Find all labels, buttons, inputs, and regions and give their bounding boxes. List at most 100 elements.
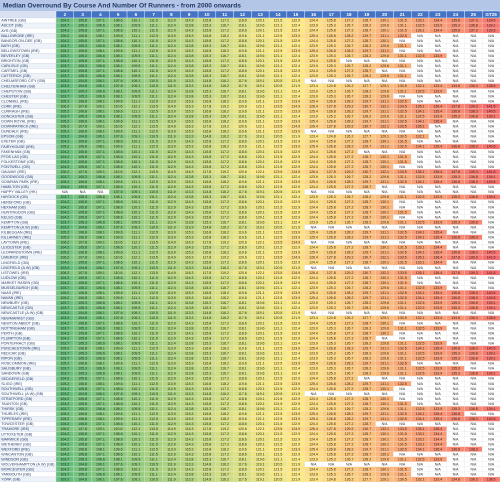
cell-value: 126.4 <box>309 427 318 431</box>
cell-value: N/A <box>382 130 389 134</box>
cell-value: 113.9 <box>167 362 176 366</box>
cell-value: 115.3 <box>203 357 212 361</box>
cell-value: 124.9 <box>291 241 300 245</box>
cell-value: 118.6 <box>238 261 247 265</box>
cell-value: 111.1 <box>132 291 140 295</box>
cell-value: 133.9 <box>433 341 442 345</box>
cell-value: N/A <box>399 321 406 325</box>
cell-value: 122.4 <box>291 220 300 224</box>
cell-value: 112.9 <box>167 200 176 204</box>
cell-value: 125.8 <box>327 140 336 144</box>
cell-value: 113.9 <box>167 447 176 451</box>
cell-value: 106.6 <box>96 306 105 310</box>
cell-value: 122.9 <box>291 442 300 446</box>
cell-value: 116.2 <box>220 316 229 320</box>
cell-value: 103.7 <box>60 367 69 371</box>
cell-value: 125.3 <box>327 175 336 179</box>
cell-value: 133.9 <box>433 306 442 310</box>
cell-value: 126.4 <box>309 256 318 260</box>
cell-value: 122.5 <box>274 180 283 184</box>
cell-value: 128.2 <box>362 54 371 58</box>
course-name: LINGFIELD (A.W) (GB) <box>1 266 39 270</box>
cell-value: 109.5 <box>132 352 141 356</box>
cell-value: 113.5 <box>149 125 158 129</box>
cell-value: N/A <box>453 432 460 436</box>
course-name: NAAS (IRE) <box>1 291 21 295</box>
cell-value: 123.9 <box>309 341 318 345</box>
cell-value: 131.1 <box>380 251 389 255</box>
cell-value: 111.9 <box>167 135 175 139</box>
cell-value: 108.1 <box>96 230 105 234</box>
cell-value: 120.6 <box>238 170 247 174</box>
cell-value: 108.1 <box>96 346 105 350</box>
cell-value: 135.4 <box>433 180 442 184</box>
course-name: UTTOXETER (GB) <box>1 432 32 436</box>
cell-value: 108.6 <box>114 29 123 33</box>
cell-value: 125.8 <box>327 387 336 391</box>
cell-value: 108.1 <box>114 64 123 68</box>
cell-value: 140.5 <box>487 180 496 184</box>
cell-value: 115.3 <box>203 74 212 78</box>
cell-value: 115.8 <box>203 155 212 159</box>
cell-value: 136.8 <box>451 145 460 149</box>
cell-value: 117.6 <box>238 392 247 396</box>
cell-value: 122.4 <box>291 473 300 477</box>
cell-value: 123.4 <box>309 478 318 482</box>
cell-value: 112.4 <box>167 306 176 310</box>
cell-value: 136.8 <box>469 306 478 310</box>
cell-value: 117.2 <box>220 185 229 189</box>
cell-value: 120.6 <box>238 125 247 129</box>
cell-value: 109.5 <box>132 44 141 48</box>
course-name: BRIGHTON (GB) <box>1 59 29 63</box>
cell-value: 136.8 <box>451 291 460 295</box>
cell-value: 122.5 <box>274 417 283 421</box>
cell-value: 141.5 <box>487 271 496 275</box>
cell-value: 129.2 <box>345 427 354 431</box>
cell-value: 121.5 <box>274 205 283 209</box>
cell-value: N/A <box>470 34 477 38</box>
cell-value: 116.8 <box>203 291 212 295</box>
cell-value: 106.8 <box>78 49 87 53</box>
cell-value: 114.3 <box>185 29 194 33</box>
cell-value: N/A <box>470 94 477 98</box>
cell-value: N/A <box>435 150 442 154</box>
cell-value: 115.3 <box>185 99 194 103</box>
cell-value: 107.1 <box>96 39 105 43</box>
cell-value: 106.1 <box>96 478 105 482</box>
column-header: 15 <box>293 12 299 17</box>
cell-value: 105.2 <box>60 130 69 134</box>
cell-value: 138.3 <box>469 180 478 184</box>
cell-value: 110.5 <box>149 316 158 320</box>
cell-value: 117.8 <box>203 104 212 108</box>
cell-value: 131.1 <box>398 175 407 179</box>
cell-value: 116.7 <box>220 326 229 330</box>
cell-value: 106.8 <box>78 145 87 149</box>
cell-value: 116.3 <box>185 104 194 108</box>
cell-value: 109.5 <box>132 326 141 330</box>
cell-value: 108.1 <box>96 120 105 124</box>
cell-value: 114.3 <box>185 468 194 472</box>
cell-value: 106.2 <box>60 104 69 108</box>
cell-value: 107.8 <box>78 427 87 431</box>
cell-value: 110.1 <box>132 140 141 144</box>
cell-value: 124.9 <box>291 427 300 431</box>
cell-value: 115.3 <box>185 49 194 53</box>
cell-value: 118.2 <box>220 382 229 386</box>
cell-value: 132.5 <box>416 24 425 28</box>
cell-value: 127.2 <box>345 281 354 285</box>
cell-value: 118.1 <box>238 89 247 93</box>
cell-value: N/A <box>417 377 424 381</box>
cell-value: 136.8 <box>451 447 460 451</box>
course-name: KELSO (GB) <box>1 215 22 219</box>
cell-value: 112.5 <box>149 34 158 38</box>
cell-value: N/A <box>488 412 495 416</box>
cell-value: 106.8 <box>78 346 87 350</box>
cell-value: 121.1 <box>274 457 283 461</box>
course-name: HEXHAM (GB) <box>1 205 26 209</box>
cell-value: 116.3 <box>185 271 194 275</box>
cell-value: 113.9 <box>167 346 176 350</box>
cell-value: 135.4 <box>433 251 442 255</box>
cell-value: 113.9 <box>167 296 176 300</box>
cell-value: 113.9 <box>167 49 176 53</box>
cell-value: 134.4 <box>433 19 442 23</box>
